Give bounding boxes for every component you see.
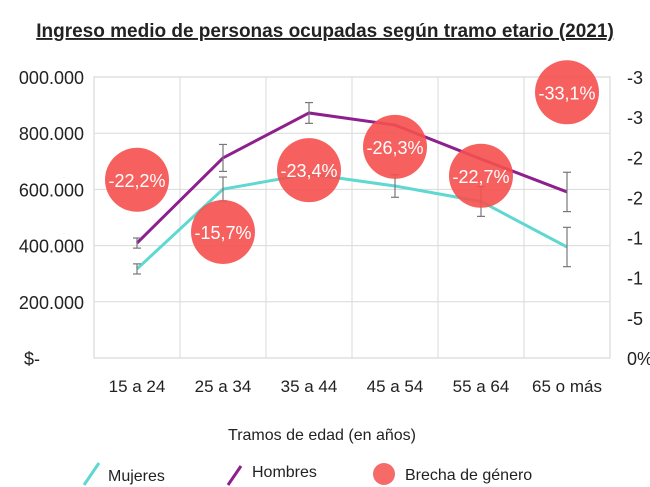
gap-bubble-label: -22,7% — [452, 167, 509, 187]
gap-bubble-label: -15,7% — [194, 223, 251, 243]
legend-brecha-label: Brecha de género — [405, 467, 532, 484]
gap-bubble-circle — [363, 114, 427, 179]
y-right-tick-label: -2 — [627, 188, 643, 208]
error-bar — [305, 101, 313, 124]
x-axis: 15 a 24 25 a 34 35 a 44 45 a 54 55 a 64 65 o … — [109, 377, 602, 396]
legend-brecha-swatch — [373, 463, 395, 485]
y-right-tick-label: -3 — [627, 108, 643, 128]
gap-bubble-label: -33,1% — [538, 83, 595, 103]
y-axis-left: $- 200.000 400.000 600.000 800.000 000.000 — [19, 68, 84, 369]
x-tick-label: 35 a 44 — [281, 377, 338, 396]
gap-bubble-label: -22,2% — [108, 171, 165, 191]
y-right-tick-label: -1 — [627, 229, 643, 249]
gap-bubble-circle — [277, 138, 341, 203]
chart-title: Ingreso medio de personas ocupadas según… — [36, 21, 614, 42]
gap-bubble: -33,1% — [535, 60, 599, 125]
error-bar — [563, 171, 571, 213]
legend-mujeres-label: Mujeres — [108, 468, 165, 485]
legend-mujeres-swatch — [82, 462, 101, 486]
gap-bubble: -22,2% — [105, 147, 169, 212]
y-left-tick-label: 200.000 — [19, 293, 84, 313]
gap-bubble: -23,4% — [277, 138, 341, 203]
error-bar — [133, 237, 141, 249]
y-axis-right: 0% -5 -1 -1 -2 -2 -3 -3 — [627, 68, 650, 369]
y-left-tick-label: 000.000 — [19, 68, 84, 88]
legend-item-hombres[interactable]: Hombres — [226, 464, 317, 486]
y-left-tick-label: 400.000 — [19, 237, 84, 257]
x-tick-label: 55 a 64 — [453, 377, 510, 396]
x-tick-label: 25 a 34 — [195, 377, 252, 396]
error-bar — [133, 263, 141, 275]
y-right-tick-label: -2 — [627, 148, 643, 168]
series-line-mujeres — [135, 172, 568, 271]
x-tick-label: 65 o más — [532, 377, 602, 396]
error-bar — [563, 226, 571, 268]
legend-hombres-label: Hombres — [252, 464, 317, 481]
gap-bubble-circle — [105, 147, 169, 212]
legend: Mujeres Hombres Brecha de género — [82, 462, 532, 486]
y-left-tick-label: 600.000 — [19, 180, 84, 200]
gap-bubble: -26,3% — [363, 114, 427, 179]
gap-bubble-circle — [449, 143, 513, 208]
x-axis-label: Tramos de edad (en años) — [228, 427, 416, 444]
gap-bubble-label: -26,3% — [366, 138, 423, 158]
y-right-tick-label: -5 — [627, 309, 643, 329]
y-right-tick-label: -1 — [627, 269, 643, 289]
legend-item-brecha[interactable]: Brecha de género — [373, 463, 532, 485]
gap-bubble-circle — [535, 60, 599, 125]
series-layer: -22,2% -15,7% -23,4% -26,3% -22,7% -33,1% — [105, 60, 599, 275]
gap-bubble-label: -23,4% — [280, 161, 337, 181]
gap-bubble: -15,7% — [191, 199, 255, 264]
x-tick-label: 15 a 24 — [109, 377, 166, 396]
y-left-tick-label: 800.000 — [19, 124, 84, 144]
gap-bubble-circle — [191, 199, 255, 264]
y-left-tick-label: $- — [24, 349, 40, 369]
x-tick-label: 45 a 54 — [367, 377, 424, 396]
legend-item-mujeres[interactable]: Mujeres — [82, 462, 165, 486]
y-right-tick-label: -3 — [627, 68, 643, 88]
y-right-tick-label: 0% — [627, 349, 650, 369]
grid — [93, 76, 611, 359]
error-bar — [219, 143, 227, 173]
gap-bubble: -22,7% — [449, 143, 513, 208]
legend-hombres-swatch — [226, 465, 243, 486]
